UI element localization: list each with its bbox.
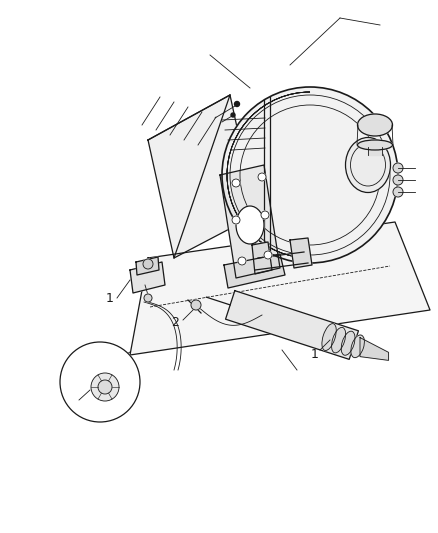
Ellipse shape [322,324,336,351]
Circle shape [393,175,403,185]
Ellipse shape [346,138,391,192]
Circle shape [238,257,246,265]
Polygon shape [220,165,280,278]
Circle shape [234,101,240,107]
Ellipse shape [351,335,364,358]
Text: 1: 1 [311,349,319,361]
Circle shape [60,342,140,422]
Circle shape [232,179,240,187]
Ellipse shape [236,206,264,244]
Polygon shape [130,222,430,355]
Polygon shape [226,290,358,359]
Ellipse shape [357,114,392,136]
Circle shape [261,211,269,219]
Circle shape [264,251,272,259]
Circle shape [222,87,398,263]
Text: 1: 1 [106,292,114,304]
Circle shape [191,300,201,310]
Circle shape [393,163,403,173]
Circle shape [143,259,153,269]
Polygon shape [148,95,256,258]
Circle shape [144,294,152,302]
Ellipse shape [332,327,346,353]
Ellipse shape [341,331,355,356]
Polygon shape [252,242,272,274]
Circle shape [91,373,119,401]
Polygon shape [130,262,165,293]
Circle shape [393,187,403,197]
Polygon shape [224,254,285,288]
Text: 2: 2 [171,317,179,329]
Text: 2: 2 [68,395,76,408]
Polygon shape [368,147,382,155]
Polygon shape [136,257,159,275]
Circle shape [232,216,240,224]
Circle shape [98,380,112,394]
Polygon shape [360,337,389,360]
Ellipse shape [357,140,392,150]
Circle shape [231,113,235,117]
Circle shape [258,173,266,181]
Polygon shape [290,238,312,268]
